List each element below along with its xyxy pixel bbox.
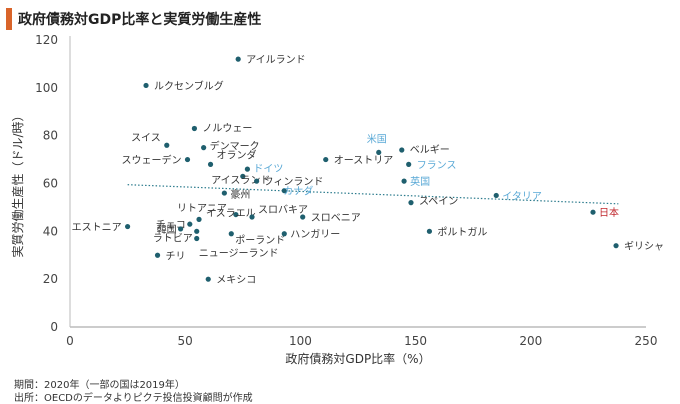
point-label: ギリシャ	[624, 241, 664, 253]
point-label: メキシコ	[216, 275, 256, 286]
point-label: ラトビア	[153, 232, 193, 244]
y-tick-label: 100	[35, 81, 58, 95]
point-label: スウェーデン	[122, 154, 182, 167]
data-point	[201, 145, 207, 151]
data-point	[187, 221, 193, 227]
x-tick-label: 250	[635, 334, 658, 348]
point-label: ベルギー	[410, 144, 450, 156]
data-point	[177, 226, 184, 232]
data-point	[164, 142, 170, 148]
data-point	[613, 243, 619, 249]
point-label: エストニア	[72, 223, 122, 234]
x-tick-label: 50	[178, 334, 193, 348]
point-label: ポルトガル	[437, 226, 487, 238]
data-point	[408, 200, 414, 206]
data-point	[154, 252, 161, 258]
y-tick-label: 40	[43, 224, 58, 238]
y-axis-title: 実質労働生産性（ドル/時）	[10, 109, 25, 257]
data-point	[254, 178, 260, 184]
y-tick-label: 60	[43, 177, 58, 191]
point-label: オランダ	[217, 148, 257, 161]
trendline	[127, 184, 619, 205]
point-label: ルクセンブルグ	[154, 79, 224, 92]
point-label: 豪州	[230, 188, 250, 201]
data-point	[590, 209, 596, 215]
point-label: 英国	[410, 175, 430, 188]
data-point	[244, 166, 251, 172]
point-label: フィンランド	[264, 176, 324, 188]
point-label: オーストリア	[334, 155, 394, 167]
data-point	[399, 147, 405, 153]
y-tick-label: 80	[43, 129, 58, 143]
point-label: アイスランド	[211, 174, 270, 186]
data-point	[228, 231, 234, 237]
point-label: 米国	[367, 132, 387, 145]
point-label: チリ	[166, 250, 186, 262]
y-tick-label: 20	[43, 272, 58, 286]
point-label: スイス	[131, 133, 161, 144]
x-tick-label: 100	[289, 334, 312, 348]
data-point	[281, 231, 287, 237]
point-label: リトアニア	[177, 203, 227, 214]
data-point	[143, 82, 149, 89]
axes-group: 0 50 100 150 200 250 0 20 40 60 80 100 120 政府債務対GDP比率…	[10, 33, 657, 366]
point-label: 日本	[599, 206, 619, 219]
footer-source: 出所：OECDのデータよりピクテ投信投資顧問が作成	[14, 393, 253, 404]
y-tick-label: 120	[35, 33, 58, 47]
point-label: フランス	[417, 159, 457, 171]
data-point	[233, 211, 239, 218]
point-label: スロバキア	[258, 204, 308, 216]
data-point	[376, 149, 382, 156]
x-axis-title: 政府債務対GDP比率（%）	[285, 351, 430, 366]
data-point	[194, 228, 200, 234]
point-label: スペイン	[419, 197, 458, 208]
data-point	[196, 216, 202, 222]
point-label: イスラエル	[206, 208, 256, 220]
data-point	[493, 192, 499, 199]
x-tick-label: 0	[66, 334, 74, 348]
point-label: ハンガリー	[290, 229, 340, 241]
data-point	[240, 173, 246, 179]
y-tick-label: 0	[50, 320, 58, 334]
point-label: ニュージーランド	[199, 248, 279, 260]
data-point	[323, 156, 329, 163]
title-accent-bar	[6, 8, 12, 30]
x-tick-label: 200	[519, 334, 542, 348]
point-label: ポーランド	[235, 235, 285, 247]
data-point	[281, 188, 287, 194]
data-point	[207, 161, 214, 167]
point-label: デンマーク	[210, 140, 260, 153]
point-label: スロベニア	[311, 212, 361, 224]
footer-period: 期間：2020年（一部の国は2019年）	[14, 380, 185, 391]
data-point	[426, 228, 433, 234]
point-label: 韓国	[157, 224, 177, 236]
point-label: カナダ	[283, 185, 313, 198]
data-point	[205, 276, 211, 282]
data-point	[194, 235, 200, 242]
data-point	[401, 178, 407, 184]
data-point	[235, 56, 241, 62]
data-point	[125, 223, 131, 230]
x-tick-label: 150	[404, 334, 427, 348]
point-label: アイルランド	[246, 54, 306, 66]
data-point	[249, 214, 255, 220]
chart-title: 政府債務対GDP比率と実質労働生産性	[18, 12, 262, 28]
data-point	[300, 214, 306, 220]
trendline-group	[127, 184, 619, 205]
data-point	[221, 190, 227, 196]
point-label: イタリア	[502, 190, 542, 202]
point-label: ドイツ	[253, 164, 283, 175]
data-point	[191, 125, 198, 132]
data-point	[406, 161, 412, 167]
data-point	[184, 156, 191, 163]
point-label: ノルウェー	[202, 122, 252, 134]
